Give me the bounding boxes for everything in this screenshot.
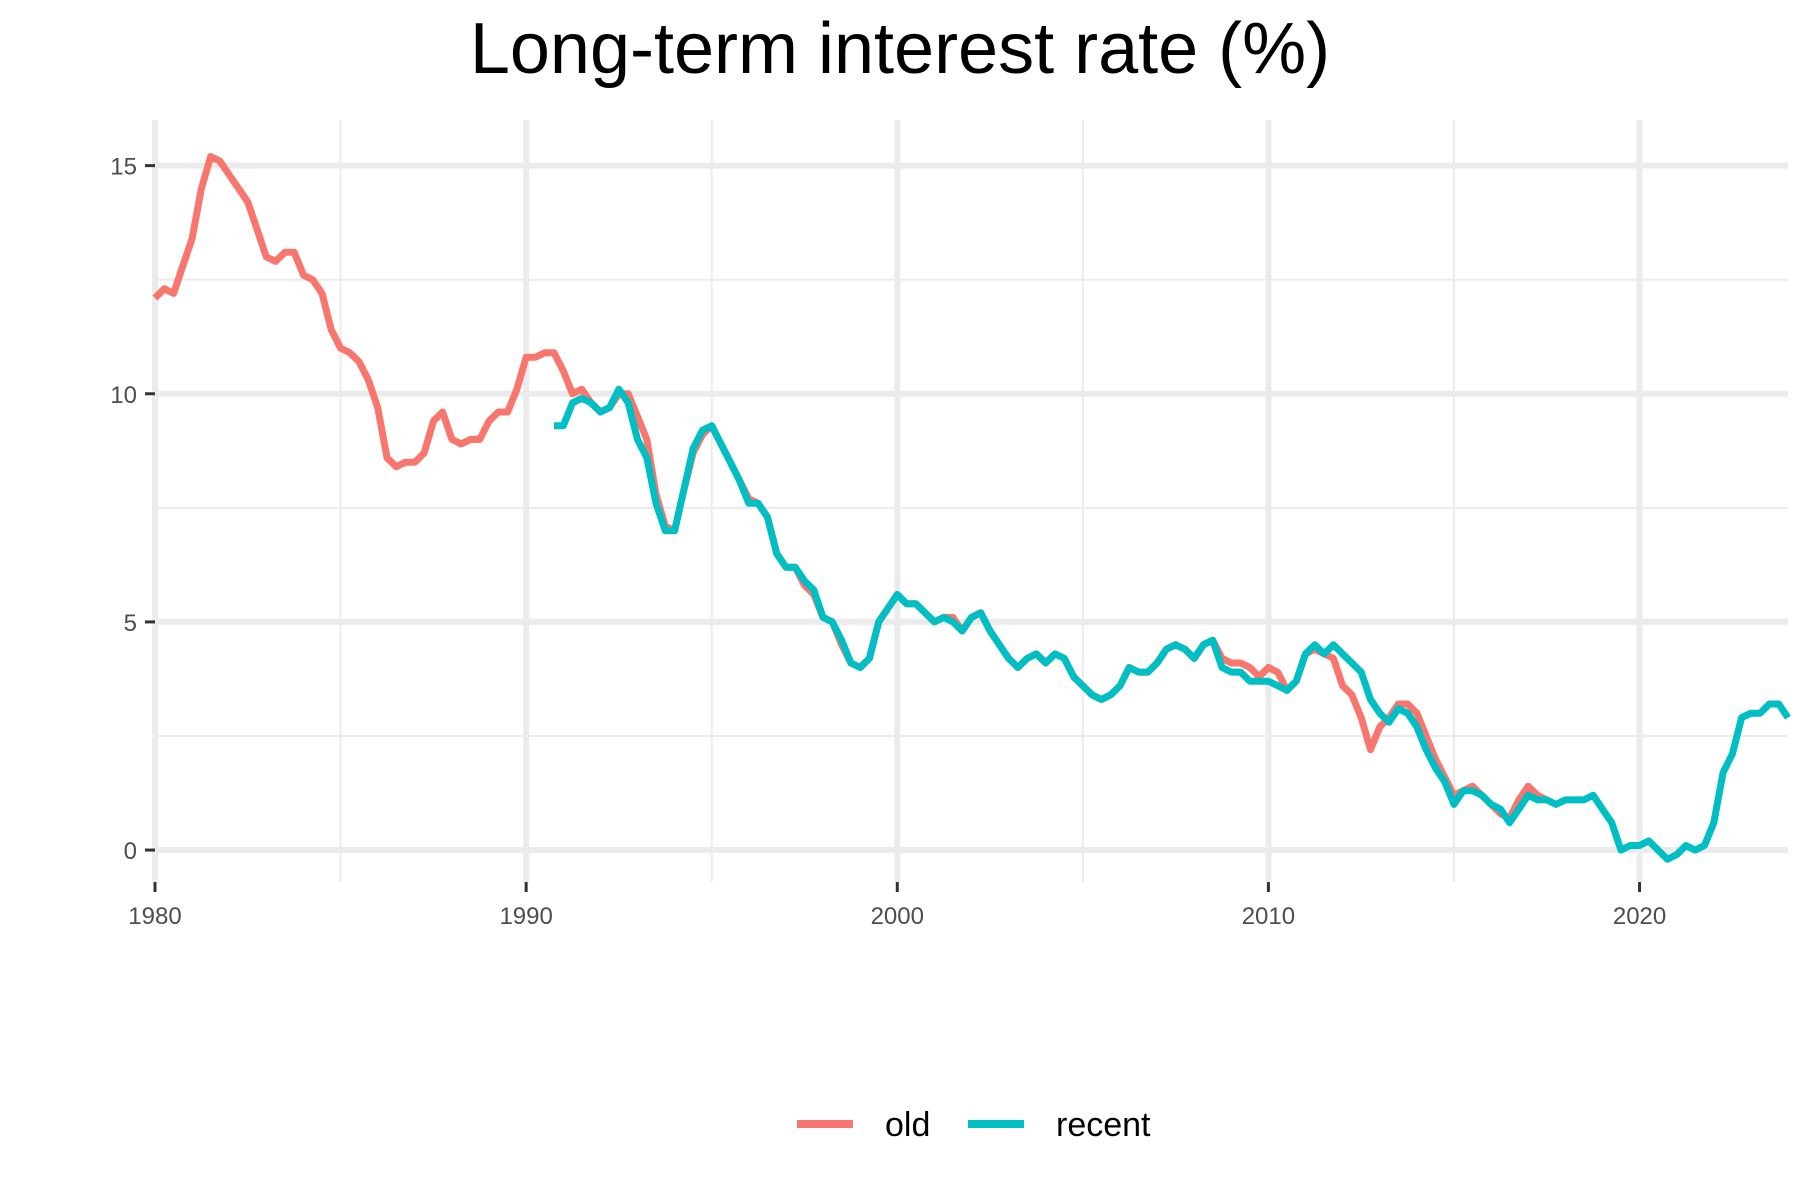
y-tick-label: 5 bbox=[124, 610, 137, 637]
series-line-old bbox=[152, 153, 1549, 822]
y-tick-label: 15 bbox=[110, 154, 137, 181]
series-lines bbox=[152, 153, 1791, 863]
minor-gridlines bbox=[155, 120, 1788, 882]
axes: 1980 1990 2000 2010 2020 0 5 10 15 bbox=[110, 154, 1666, 930]
x-tick-label: 1980 bbox=[128, 903, 181, 930]
series-line-recent bbox=[554, 385, 1791, 863]
legend-label-recent: recent bbox=[1056, 1106, 1151, 1144]
major-gridlines bbox=[152, 120, 1788, 882]
x-tick-label: 2020 bbox=[1613, 903, 1666, 930]
x-tick-label: 1990 bbox=[499, 903, 552, 930]
legend-label-old: old bbox=[885, 1106, 930, 1144]
y-tick-label: 0 bbox=[124, 838, 137, 865]
x-tick-label: 2000 bbox=[871, 903, 924, 930]
legend: old recent bbox=[797, 1106, 1151, 1144]
y-tick-label: 10 bbox=[110, 382, 137, 409]
x-tick-label: 2010 bbox=[1242, 903, 1295, 930]
chart-title: Long-term interest rate (%) bbox=[469, 9, 1331, 89]
